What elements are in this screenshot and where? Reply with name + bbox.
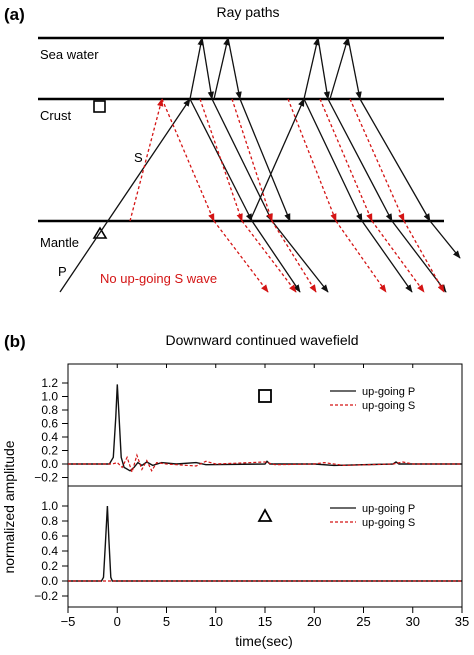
- s-ray-segment: [335, 220, 387, 293]
- mantle-receiver-triangle-marker: [92, 226, 108, 239]
- p-ray-segment: [327, 98, 393, 222]
- p-ray-segment: [317, 37, 330, 100]
- legend-text-s: up-going S: [362, 400, 415, 412]
- upper-plot-frame: [67, 363, 463, 487]
- p-ray-segment: [347, 37, 362, 100]
- p-ray-segment: [429, 220, 461, 259]
- upgoing-p-curve: [68, 384, 462, 472]
- crust-receiver-square-marker: [93, 100, 106, 113]
- upper-legend: up-going P up-going S: [330, 386, 415, 412]
- x-tick-label: 20: [307, 614, 321, 629]
- x-tick-label: 0: [114, 614, 121, 629]
- layer-label-sea-water: Sea water: [40, 47, 99, 62]
- s-ray-segment: [371, 220, 425, 293]
- p-ray-segment: [303, 98, 363, 222]
- waveform-curves: [68, 384, 462, 582]
- y-tick-label: 0.0: [41, 574, 58, 588]
- x-tick-label: 15: [258, 614, 272, 629]
- y-tick-label: −0.2: [34, 471, 58, 485]
- x-tick-label: 5: [163, 614, 170, 629]
- panel-b-label: (b): [4, 332, 26, 351]
- y-tick-label: 0.0: [41, 457, 58, 471]
- x-tick-label: −5: [61, 614, 76, 629]
- ray-label-s: S: [134, 150, 143, 165]
- y-tick-label: −0.2: [34, 589, 58, 603]
- axis-ticks: −5 0 5 10 15 20 25 30 351.21.00.80.60.40.20.0−0.…: [34, 364, 469, 629]
- s-ray-segment: [231, 98, 273, 222]
- p-ray-segment: [189, 98, 253, 222]
- p-ray-segment: [361, 220, 413, 293]
- p-ray-segment: [211, 98, 273, 222]
- p-ray-segment: [271, 220, 329, 293]
- x-tick-label: 35: [455, 614, 469, 629]
- s-ray-segment: [403, 220, 445, 293]
- s-ray-segment: [271, 220, 317, 293]
- p-ray-segment: [329, 37, 350, 100]
- ray-label-p: P: [58, 264, 67, 279]
- s-ray-segment: [129, 98, 164, 222]
- s-ray-segment: [319, 98, 373, 222]
- y-tick-label: 0.2: [41, 559, 58, 573]
- p-ray-segment: [59, 98, 191, 293]
- y-tick-label: 0.6: [41, 529, 58, 543]
- p-ray-segment: [213, 37, 230, 100]
- y-tick-label: 0.8: [41, 514, 58, 528]
- no-upgoing-s-annotation: No up-going S wave: [100, 271, 217, 286]
- x-tick-label: 30: [406, 614, 420, 629]
- upper-plot-square-marker: [258, 389, 272, 403]
- y-tick-label: 0.4: [41, 544, 58, 558]
- panel-a-title: Ray paths: [216, 4, 279, 20]
- y-tick-label: 0.8: [41, 403, 58, 417]
- p-ray-segment: [201, 37, 214, 100]
- s-ray-segment: [349, 98, 405, 222]
- layer-label-mantle: Mantle: [40, 235, 79, 250]
- p-ray-segment: [359, 98, 431, 222]
- s-ray-segment: [241, 220, 297, 293]
- layer-label-crust: Crust: [40, 108, 71, 123]
- legend-text-p: up-going P: [362, 503, 415, 515]
- s-ray-segment: [161, 98, 215, 222]
- s-ray-paths: [129, 98, 445, 293]
- upgoing-p-curve: [68, 505, 462, 582]
- y-tick-label: 1.0: [41, 499, 58, 513]
- y-axis-label: normalized amplitude: [1, 440, 17, 573]
- p-ray-segment: [251, 220, 301, 293]
- layer-boundaries: [38, 36, 444, 223]
- y-tick-label: 1.2: [41, 376, 58, 390]
- x-axis-label: time(sec): [235, 633, 293, 649]
- y-tick-label: 1.0: [41, 390, 58, 404]
- legend-text-s: up-going S: [362, 517, 415, 529]
- legend-text-p: up-going P: [362, 386, 415, 398]
- lower-legend: up-going P up-going S: [330, 503, 415, 529]
- x-tick-label: 10: [209, 614, 223, 629]
- upgoing-s-curve: [68, 453, 462, 475]
- p-ray-segment: [249, 98, 305, 222]
- x-tick-label: 25: [356, 614, 370, 629]
- y-tick-label: 0.4: [41, 430, 58, 444]
- p-ray-segment: [239, 98, 291, 222]
- y-tick-label: 0.2: [41, 444, 58, 458]
- panel-a-label: (a): [4, 5, 25, 24]
- p-ray-segment: [227, 37, 242, 100]
- s-ray-segment: [213, 220, 269, 293]
- y-tick-label: 0.6: [41, 417, 58, 431]
- panel-b-title: Downward continued wavefield: [166, 332, 359, 348]
- p-ray-paths: [59, 37, 461, 293]
- p-ray-segment: [303, 37, 320, 100]
- lower-plot-triangle-marker: [257, 508, 273, 522]
- p-ray-segment: [189, 37, 204, 100]
